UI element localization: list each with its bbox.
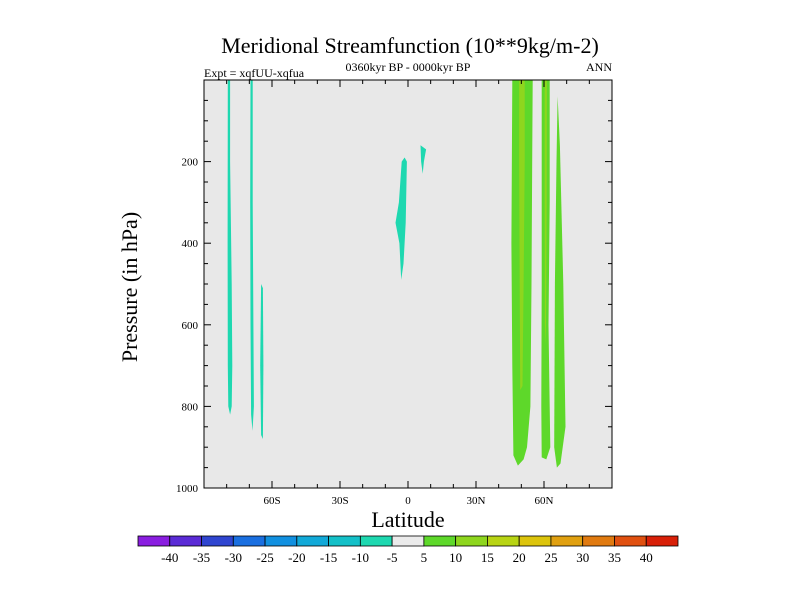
region-nh-cell-2-core <box>544 80 547 346</box>
chart-title: Meridional Streamfunction (10**9kg/m-2) <box>221 33 599 58</box>
colorbar-swatch <box>487 535 520 547</box>
colorbar-label: 20 <box>513 550 526 565</box>
colorbar-swatch <box>328 535 361 547</box>
chart-subtitle-experiment: Expt = xqfUU-xqfua <box>204 66 305 80</box>
region-tropic-cell-2 <box>420 145 427 174</box>
region-nh-cell-3 <box>554 96 566 468</box>
colorbar-swatch <box>455 535 488 547</box>
colorbar-swatch <box>359 535 393 547</box>
y-axis-ticks: 200 400 600 800 1000 <box>176 99 612 495</box>
colorbar-label: 35 <box>608 550 621 565</box>
region-tropic-cell-1 <box>395 157 407 280</box>
plot-area <box>203 79 613 489</box>
colorbar-label: -30 <box>225 550 242 565</box>
colorbar-label: 15 <box>481 550 494 565</box>
colorbar-swatch <box>169 535 202 547</box>
y-tick-label: 200 <box>182 157 199 169</box>
x-tick-label: 30S <box>331 495 348 507</box>
colorbar-label: -15 <box>320 550 337 565</box>
colorbar-swatch <box>550 535 584 547</box>
colorbar-swatch <box>264 535 298 547</box>
colorbar-label: -35 <box>193 550 210 565</box>
y-axis-label: Pressure (in hPa) <box>117 212 142 362</box>
region-sh-cell-1 <box>227 80 233 415</box>
y-tick-label: 400 <box>182 238 199 250</box>
y-tick-label: 600 <box>182 320 199 332</box>
chart-subtitle-season: ANN <box>586 60 612 74</box>
colorbar-label: -5 <box>387 550 398 565</box>
region-sh-cell-2 <box>250 80 254 431</box>
x-axis-label: Latitude <box>371 507 444 532</box>
colorbar-label: -20 <box>288 550 305 565</box>
y-tick-label: 1000 <box>176 483 199 495</box>
region-nh-cell-1-core <box>519 80 525 391</box>
colorbar-label: -10 <box>352 550 369 565</box>
x-tick-label: 0 <box>405 495 411 507</box>
chart-subtitle-period: 0360kyr BP - 0000kyr BP <box>346 60 471 74</box>
colorbar-swatch <box>296 535 329 547</box>
colorbar-label: -25 <box>256 550 273 565</box>
colorbar: -40 -35 -30 -25 -20 -15 -10 -5 5 10 15 20 25 30 35 40 <box>137 535 679 565</box>
region-sh-cell-3 <box>260 284 264 439</box>
colorbar-swatch <box>137 535 171 547</box>
colorbar-label: 25 <box>544 550 557 565</box>
colorbar-swatch <box>423 535 457 547</box>
colorbar-label: 40 <box>640 550 653 565</box>
colorbar-swatch <box>614 535 647 547</box>
colorbar-swatch <box>391 535 425 547</box>
colorbar-label: 5 <box>421 550 428 565</box>
colorbar-swatch <box>201 535 234 547</box>
x-tick-label: 60S <box>263 495 280 507</box>
y-tick-label: 800 <box>182 401 199 413</box>
x-axis-ticks: 60S 30S 0 30N 60N <box>226 80 590 507</box>
contour-regions <box>227 80 566 468</box>
x-tick-label: 60N <box>535 495 554 507</box>
colorbar-label: 10 <box>449 550 462 565</box>
x-tick-label: 30N <box>467 495 486 507</box>
colorbar-swatch <box>645 535 679 547</box>
colorbar-swatch <box>232 535 266 547</box>
colorbar-label: 30 <box>576 550 589 565</box>
colorbar-label: -40 <box>161 550 178 565</box>
colorbar-swatch <box>582 535 615 547</box>
colorbar-swatch <box>518 535 552 547</box>
